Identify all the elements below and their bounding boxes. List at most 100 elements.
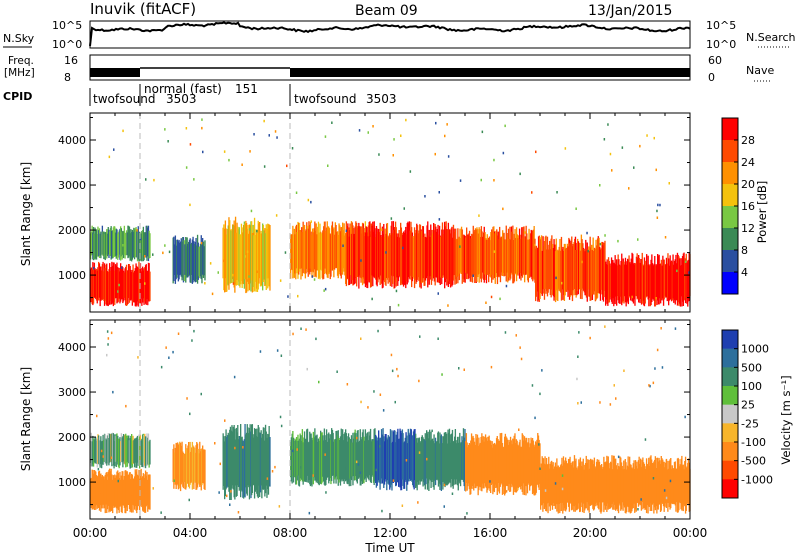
power-scatter-point	[185, 166, 188, 169]
power-cell	[561, 249, 563, 290]
power-y-tick-label: 2000	[58, 224, 86, 237]
power-cell	[624, 257, 627, 303]
power-scatter-point	[360, 259, 362, 262]
power-cell	[493, 231, 496, 279]
power-scatter-point	[478, 214, 480, 217]
power-scatter-point	[93, 266, 95, 270]
velocity-cell	[451, 429, 454, 487]
power-cell	[377, 231, 379, 283]
velocity-scatter-point	[381, 509, 383, 513]
power-scatter-point	[122, 244, 124, 247]
velocity-cell	[116, 471, 118, 514]
velocity-scatter-point	[234, 446, 236, 450]
velocity-cell	[190, 451, 192, 483]
velocity-cell	[362, 429, 364, 483]
velocity-cell	[389, 437, 391, 490]
power-cell	[651, 254, 653, 302]
power-scatter-point	[446, 123, 448, 126]
power-cell	[138, 233, 140, 262]
velocity-cell	[189, 441, 191, 485]
power-scatter-point	[323, 289, 325, 292]
velocity-cell	[178, 443, 180, 487]
velocity-cell	[129, 472, 131, 513]
velocity-cell	[527, 442, 529, 483]
power-cell	[398, 230, 400, 276]
velocity-cell	[631, 469, 634, 509]
power-scatter-point	[493, 179, 495, 182]
velocity-scatter-point	[554, 482, 557, 485]
velocity-cell	[483, 441, 485, 489]
velocity-scatter-point	[589, 336, 591, 340]
power-cell	[394, 227, 396, 289]
power-cell	[356, 227, 359, 277]
noise-trace	[89, 21, 691, 47]
velocity-cell	[556, 467, 559, 505]
power-scatter-point	[279, 279, 282, 282]
velocity-cell	[132, 435, 134, 464]
velocity-cell	[491, 441, 493, 484]
velocity-cell	[469, 444, 471, 495]
velocity-cell	[147, 474, 150, 509]
velocity-scatter-point	[418, 451, 421, 454]
power-cell	[248, 224, 251, 291]
velocity-cell	[412, 431, 415, 488]
velocity-colorbar-swatch	[722, 367, 738, 387]
velocity-cell	[454, 436, 456, 480]
velocity-cell	[629, 456, 631, 512]
nave-label: Nave	[746, 64, 774, 77]
power-scatter-point	[263, 119, 265, 123]
power-cell	[363, 228, 365, 284]
power-cell	[488, 236, 491, 275]
velocity-cell	[622, 469, 624, 511]
velocity-colorbar-swatch	[722, 404, 738, 424]
velocity-cell	[670, 458, 672, 509]
power-cell	[118, 230, 120, 255]
power-cell	[633, 262, 635, 300]
power-cell	[397, 233, 400, 282]
power-scatter-point	[256, 270, 258, 273]
velocity-cell	[515, 443, 517, 493]
power-cell	[368, 236, 370, 283]
velocity-cell	[245, 434, 247, 488]
velocity-cell	[366, 436, 368, 477]
power-cell	[560, 250, 562, 293]
power-cell	[256, 229, 259, 292]
power-cell	[359, 226, 362, 278]
velocity-cell	[534, 441, 537, 495]
velocity-cell	[407, 428, 409, 482]
velocity-cell	[554, 462, 557, 509]
power-cell	[115, 265, 117, 298]
velocity-cell	[290, 437, 293, 482]
velocity-cell	[439, 432, 441, 490]
power-cell	[254, 235, 257, 282]
power-cell	[370, 223, 373, 287]
power-cell	[687, 260, 689, 307]
power-cell	[662, 259, 665, 306]
power-cell	[307, 228, 309, 277]
velocity-cell	[550, 461, 552, 505]
velocity-cell	[264, 427, 266, 497]
velocity-cell	[131, 474, 134, 505]
power-cell	[687, 259, 690, 302]
velocity-cell	[399, 428, 401, 488]
velocity-cell	[123, 435, 126, 464]
power-cell	[316, 234, 318, 271]
power-cell	[136, 265, 138, 306]
power-cell	[112, 230, 114, 259]
power-scatter-point	[117, 290, 119, 293]
power-cell	[93, 262, 96, 298]
power-cell	[92, 262, 94, 306]
power-cell	[556, 250, 558, 301]
power-cell	[433, 223, 435, 279]
velocity-cell	[259, 432, 261, 497]
velocity-cell	[365, 433, 367, 482]
power-cell	[402, 234, 404, 285]
power-cell	[510, 226, 513, 273]
velocity-cell	[682, 464, 684, 512]
velocity-scatter-point	[515, 334, 517, 337]
power-cell	[591, 249, 594, 300]
velocity-cell	[384, 434, 386, 480]
power-scatter-point	[152, 253, 154, 256]
velocity-cell	[512, 438, 514, 486]
